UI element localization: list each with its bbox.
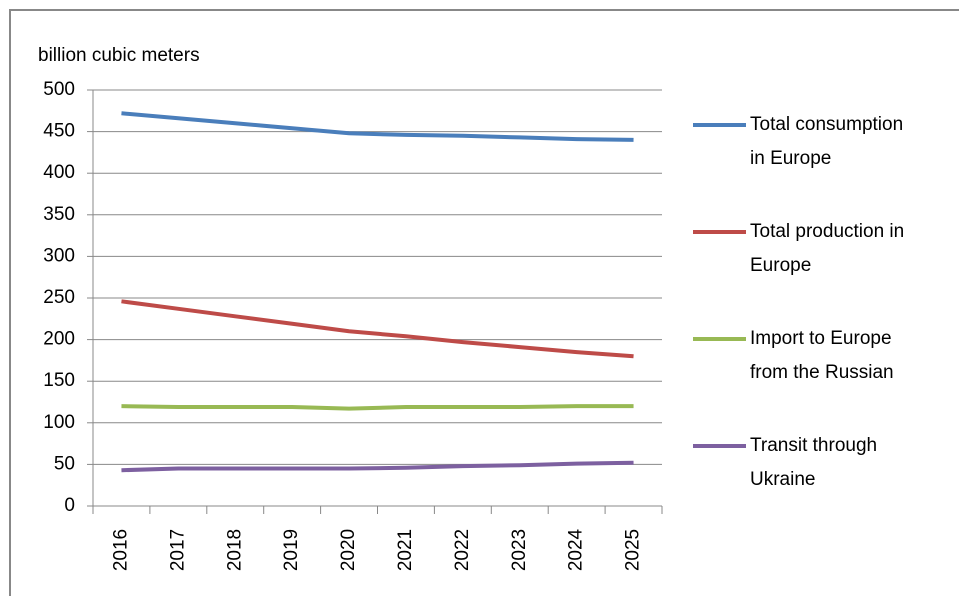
- y-tick-label: 300: [43, 245, 75, 266]
- x-tick-label: 2018: [224, 529, 245, 571]
- y-tick-label: 50: [54, 453, 75, 474]
- y-tick-label: 450: [43, 121, 75, 142]
- x-tick-label: 2016: [110, 529, 131, 571]
- y-tick-label: 500: [43, 79, 75, 100]
- y-tick-label: 250: [43, 287, 75, 308]
- x-tick-label: 2025: [623, 529, 644, 571]
- y-tick-label: 350: [43, 204, 75, 225]
- legend-label: Total production in Europe: [750, 221, 905, 276]
- legend-label: Total consumption in Europe: [750, 114, 904, 169]
- x-tick-label: 2024: [566, 528, 587, 571]
- y-tick-label: 0: [64, 495, 75, 516]
- line-series: [121, 111, 634, 142]
- y-axis-label: billion cubic meters: [38, 45, 200, 66]
- line-series: [121, 460, 634, 473]
- x-tick-label: 2023: [509, 529, 530, 571]
- x-tick-label: 2021: [395, 529, 416, 571]
- y-tick-label: 100: [43, 412, 75, 433]
- y-tick-label: 150: [43, 370, 75, 391]
- x-tick-label: 2017: [167, 529, 188, 571]
- x-tick-label: 2022: [452, 529, 473, 571]
- x-tick-label: 2020: [338, 529, 359, 571]
- y-tick-label: 400: [43, 162, 75, 183]
- y-tick-label: 200: [43, 329, 75, 350]
- x-tick-label: 2019: [281, 529, 302, 571]
- line-series: [121, 299, 634, 359]
- legend-label: Import to Europe from the Russian: [750, 328, 894, 383]
- line-series: [121, 404, 634, 411]
- chart-border: [9, 9, 959, 596]
- legend-label: Transit through Ukraine: [750, 435, 878, 490]
